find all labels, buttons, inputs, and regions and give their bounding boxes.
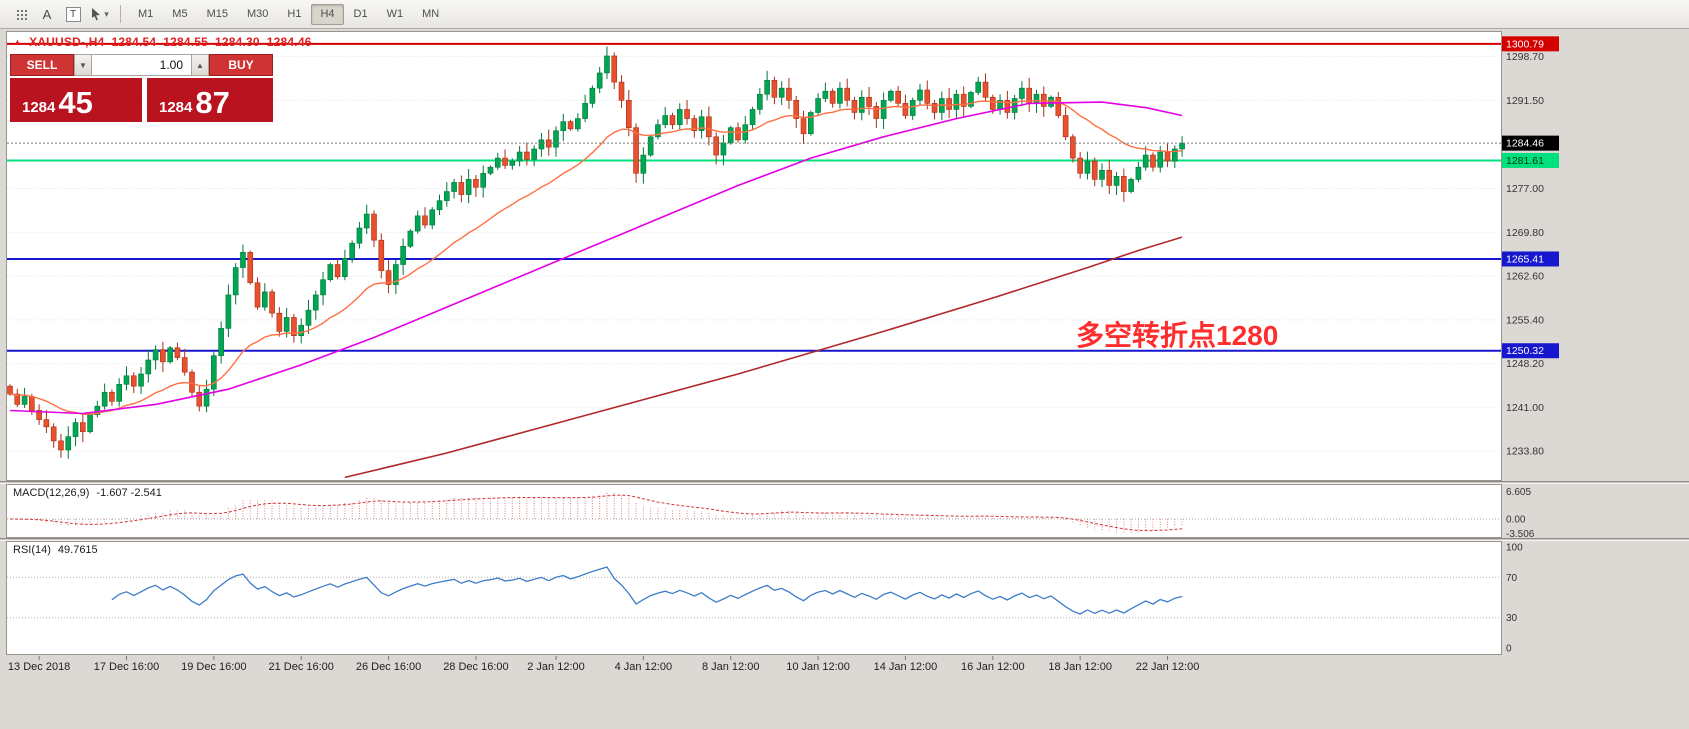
- caret-up-icon: ▲: [196, 60, 204, 70]
- svg-text:1277.00: 1277.00: [1506, 183, 1544, 195]
- volume-increase-button[interactable]: ▲: [191, 54, 209, 76]
- svg-text:1300.79: 1300.79: [1506, 38, 1544, 50]
- svg-text:1284.46: 1284.46: [1506, 138, 1544, 150]
- svg-text:100: 100: [1506, 543, 1523, 554]
- rsi-indicator-label: RSI(14) 49.7615: [13, 544, 98, 556]
- svg-text:1262.60: 1262.60: [1506, 271, 1544, 283]
- macd-name: MACD(12,26,9): [13, 487, 90, 499]
- ohlc-close: 1284.46: [266, 35, 312, 49]
- text-icon: T: [65, 6, 81, 22]
- ohlc-open: 1284.54: [111, 35, 157, 49]
- macd-indicator-label: MACD(12,26,9) -1.607 -2.541: [13, 487, 162, 499]
- timeframe-mn-button[interactable]: MN: [413, 4, 448, 25]
- chevron-down-icon: ▾: [104, 8, 109, 19]
- buy-price-display[interactable]: 1284 87: [147, 78, 273, 122]
- ohlc-low: 1284.30: [215, 35, 260, 49]
- timeframe-m15-button[interactable]: M15: [198, 4, 237, 25]
- timeframe-h1-button[interactable]: H1: [278, 4, 310, 25]
- volume-input[interactable]: [92, 54, 191, 76]
- svg-text:1281.61: 1281.61: [1506, 155, 1544, 167]
- annotate-tool-button[interactable]: A: [42, 6, 52, 22]
- svg-text:14 Jan 12:00: 14 Jan 12:00: [874, 661, 938, 673]
- svg-text:26 Dec 16:00: 26 Dec 16:00: [356, 661, 421, 673]
- sell-price-pips: 45: [58, 85, 93, 120]
- svg-text:30: 30: [1506, 613, 1518, 624]
- ohlc-high: 1284.55: [163, 35, 209, 49]
- svg-text:19 Dec 16:00: 19 Dec 16:00: [181, 661, 246, 673]
- svg-text:16 Jan 12:00: 16 Jan 12:00: [961, 661, 1025, 673]
- buy-price-pips: 87: [195, 85, 230, 120]
- svg-text:13 Dec 2018: 13 Dec 2018: [8, 661, 70, 673]
- sell-button[interactable]: SELL: [10, 54, 74, 76]
- timeframe-d1-button[interactable]: D1: [345, 4, 377, 25]
- sell-price-display[interactable]: 1284 45: [10, 78, 142, 122]
- panel-splitter[interactable]: [0, 538, 1689, 541]
- svg-text:18 Jan 12:00: 18 Jan 12:00: [1048, 661, 1112, 673]
- one-click-trading-panel: SELL ▼ ▲ BUY 1284 45 1284 87: [10, 54, 273, 122]
- symbol-arrow-icon: ▲: [13, 37, 23, 47]
- svg-text:28 Dec 16:00: 28 Dec 16:00: [443, 661, 508, 673]
- svg-text:1291.50: 1291.50: [1506, 95, 1544, 107]
- svg-text:0: 0: [1506, 644, 1512, 655]
- grid-icon: [14, 7, 28, 21]
- text-tool-button[interactable]: T: [60, 3, 86, 25]
- rsi-value: 49.7615: [57, 544, 98, 556]
- macd-panel[interactable]: [6, 484, 1502, 538]
- svg-text:1255.40: 1255.40: [1506, 314, 1544, 326]
- svg-text:1298.70: 1298.70: [1506, 51, 1544, 63]
- cursor-icon: [92, 8, 101, 21]
- rsi-panel[interactable]: [6, 541, 1502, 655]
- svg-text:1265.41: 1265.41: [1506, 253, 1544, 265]
- timeframe-h4-button[interactable]: H4: [311, 3, 344, 25]
- timeframe-m30-button[interactable]: M30: [238, 4, 277, 25]
- chart-text-annotation: 多空转折点1280: [1076, 320, 1279, 351]
- svg-text:1233.80: 1233.80: [1506, 446, 1544, 458]
- svg-text:1250.32: 1250.32: [1506, 345, 1544, 357]
- buy-button[interactable]: BUY: [209, 54, 273, 76]
- timeframe-w1-button[interactable]: W1: [378, 4, 413, 25]
- volume-decrease-button[interactable]: ▼: [74, 54, 92, 76]
- timeframe-m1-button[interactable]: M1: [129, 4, 162, 25]
- toolbar-separator: [120, 5, 121, 23]
- top-toolbar: A T ▾ M1 M5 M15 M30 H1 H4 D1 W1 MN: [0, 0, 1689, 29]
- timeframe-m5-button[interactable]: M5: [163, 4, 196, 25]
- svg-text:70: 70: [1506, 573, 1518, 584]
- chart-title: ▲ XAUUSD-,H4 1284.54 1284.55 1284.30 128…: [13, 35, 312, 49]
- svg-text:1241.00: 1241.00: [1506, 402, 1544, 414]
- svg-text:0.00: 0.00: [1506, 515, 1526, 526]
- buy-price-big-figure: 1284: [159, 99, 193, 116]
- cursor-tool-button[interactable]: ▾: [86, 3, 112, 25]
- panel-splitter[interactable]: [0, 481, 1689, 484]
- caret-down-icon: ▼: [79, 60, 87, 70]
- grid-tool-button[interactable]: [8, 3, 34, 25]
- svg-text:21 Dec 16:00: 21 Dec 16:00: [268, 661, 333, 673]
- sell-price-big-figure: 1284: [22, 99, 56, 116]
- svg-text:4 Jan 12:00: 4 Jan 12:00: [615, 661, 673, 673]
- svg-text:2 Jan 12:00: 2 Jan 12:00: [527, 661, 585, 673]
- svg-text:17 Dec 16:00: 17 Dec 16:00: [94, 661, 159, 673]
- svg-text:8 Jan 12:00: 8 Jan 12:00: [702, 661, 760, 673]
- rsi-name: RSI(14): [13, 544, 51, 556]
- svg-text:1248.20: 1248.20: [1506, 358, 1544, 370]
- chart-symbol: XAUUSD-,H4: [29, 35, 105, 49]
- macd-values: -1.607 -2.541: [96, 487, 162, 499]
- timeframe-buttons: M1 M5 M15 M30 H1 H4 D1 W1 MN: [129, 3, 448, 25]
- svg-text:1269.80: 1269.80: [1506, 227, 1544, 239]
- svg-text:10 Jan 12:00: 10 Jan 12:00: [786, 661, 850, 673]
- svg-text:22 Jan 12:00: 22 Jan 12:00: [1136, 661, 1200, 673]
- svg-text:6.605: 6.605: [1506, 487, 1531, 498]
